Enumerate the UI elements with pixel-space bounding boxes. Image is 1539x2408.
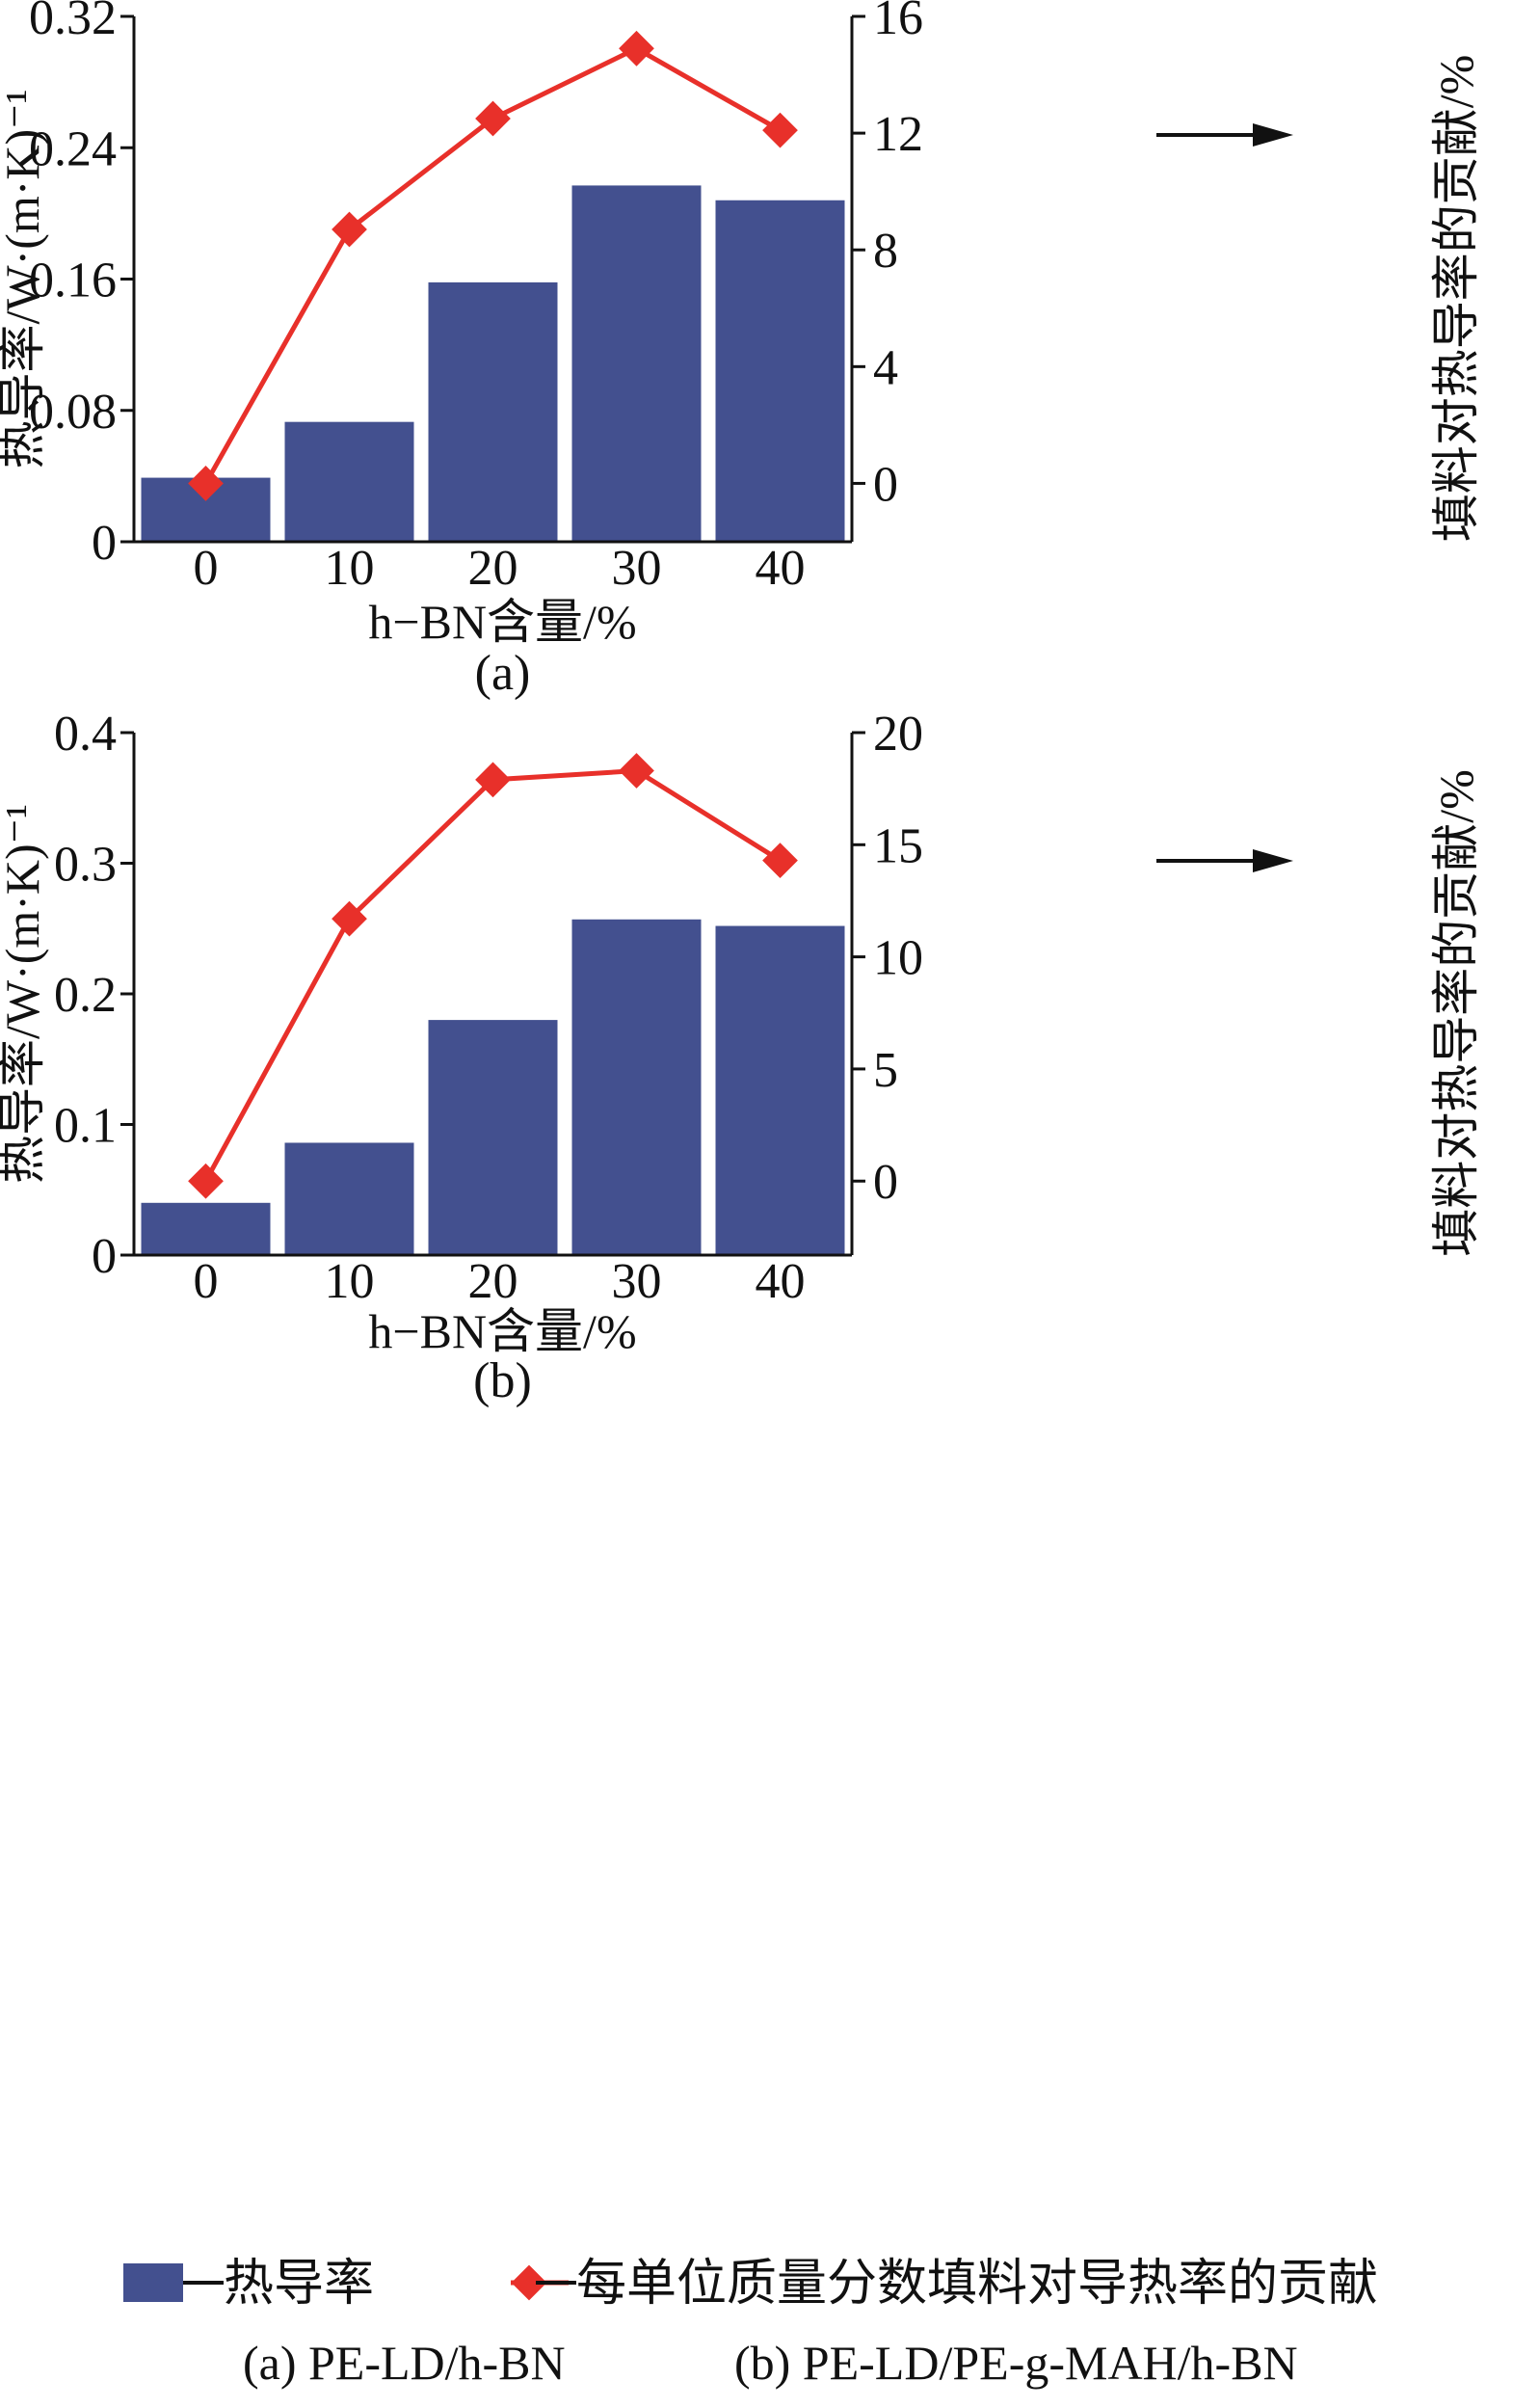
- chart-panel-b: 0 0.1 0.2 0.3 0.4 0 5 10 15 20 0 10 20 30 40 h−BN含量/% 热导…: [0, 707, 1483, 1408]
- right-tick-label: 10: [873, 931, 923, 986]
- left-tick-label: 0.4: [54, 707, 117, 762]
- x-tick-label: 0: [194, 541, 219, 596]
- bar-0: [141, 1202, 271, 1255]
- bar-40: [715, 925, 845, 1255]
- line-point-10: [332, 900, 367, 937]
- y-left-axis-title: 热导率/W·(m·K)⁻¹: [0, 804, 49, 1184]
- line-point-20: [475, 100, 511, 137]
- right-tick-label: 5: [873, 1043, 898, 1098]
- line-point-40: [762, 112, 798, 148]
- y-right-axis-title: 填料对热导率的贡献/%: [1429, 769, 1483, 1257]
- line-point-10: [332, 211, 367, 248]
- left-tick-label: 0.1: [54, 1099, 117, 1154]
- line-point-0: [188, 1163, 224, 1199]
- x-tick-label: 30: [612, 1254, 662, 1309]
- panel-label: (b): [473, 1353, 532, 1408]
- right-tick-label: 16: [873, 0, 923, 45]
- legend-bar-swatch: [123, 2263, 183, 2302]
- legend-bar-label: 热导率: [224, 2257, 374, 2312]
- line-point-30: [619, 30, 654, 67]
- arrow-head: [1253, 123, 1293, 147]
- bar-20: [428, 281, 558, 542]
- caption: (a) PE-LD/h-BN (b) PE-LD/PE-g-MAH/h-BN: [243, 2336, 1298, 2390]
- right-tick-label: 0: [873, 1155, 898, 1210]
- chart-panel-a: 0 0.08 0.16 0.24 0.32 0 4 8 12 16 0 10 20 30 40 h−BN含量/…: [0, 0, 1483, 701]
- caption-a: (a) PE-LD/h-BN: [243, 2336, 566, 2390]
- x-tick-label: 40: [756, 541, 806, 596]
- left-tick-label: 0.08: [29, 385, 117, 440]
- left-tick-label: 0: [92, 1229, 117, 1284]
- legend-line-marker: [511, 2264, 547, 2301]
- bar-10: [284, 1142, 414, 1255]
- bar-30: [571, 185, 702, 542]
- panel-label: (a): [475, 646, 531, 701]
- arrow-head: [1253, 849, 1293, 872]
- x-tick-label: 0: [194, 1254, 219, 1309]
- y-right-axis-title: 填料对热导率的贡献/%: [1429, 55, 1483, 543]
- right-tick-label: 20: [873, 707, 923, 762]
- line-point-30: [619, 753, 654, 789]
- right-tick-label: 0: [873, 457, 898, 512]
- line-point-20: [475, 762, 511, 798]
- right-tick-label: 4: [873, 340, 898, 395]
- left-tick-label: 0.32: [29, 0, 117, 45]
- left-tick-label: 0: [92, 516, 117, 571]
- bar-40: [715, 200, 845, 542]
- y-left-axis-title: 热导率/W·(m·K)⁻¹: [0, 89, 49, 468]
- left-tick-label: 0.24: [29, 121, 117, 176]
- bar-30: [571, 919, 702, 1255]
- caption-b: (b) PE-LD/PE-g-MAH/h-BN: [734, 2336, 1298, 2390]
- x-tick-label: 30: [612, 541, 662, 596]
- x-tick-label: 20: [468, 1254, 518, 1309]
- line-point-0: [188, 466, 224, 501]
- right-tick-label: 8: [873, 224, 898, 279]
- legend: 热导率 每单位质量分数填料对导热率的贡献: [123, 2257, 1378, 2312]
- legend-line-label: 每单位质量分数填料对导热率的贡献: [576, 2257, 1378, 2312]
- x-axis-title: h−BN含量/%: [368, 1304, 636, 1358]
- x-tick-label: 10: [325, 541, 375, 596]
- left-tick-label: 0.16: [29, 254, 117, 308]
- x-tick-label: 10: [325, 1254, 375, 1309]
- x-tick-label: 20: [468, 541, 518, 596]
- bar-20: [428, 1020, 558, 1255]
- bar-10: [284, 421, 414, 542]
- right-tick-label: 12: [873, 107, 923, 162]
- x-tick-label: 40: [756, 1254, 806, 1309]
- x-axis-title: h−BN含量/%: [368, 595, 636, 649]
- left-tick-label: 0.2: [54, 968, 117, 1023]
- line-point-40: [762, 843, 798, 878]
- left-tick-label: 0.3: [54, 838, 117, 893]
- right-tick-label: 15: [873, 818, 923, 873]
